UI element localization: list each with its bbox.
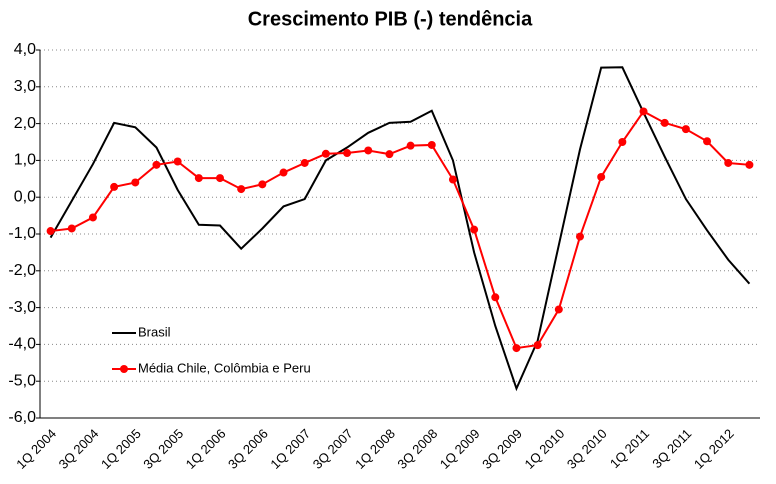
x-tick-label: 3Q 2010 xyxy=(564,426,610,472)
legend-label: Média Chile, Colômbia e Peru xyxy=(138,360,311,375)
point xyxy=(88,213,97,222)
x-tick-label: 3Q 2005 xyxy=(140,426,186,472)
x-tick-label: 1Q 2012 xyxy=(691,426,737,472)
y-tick-label: -3,0 xyxy=(8,299,36,316)
y-tick-label: 4,0 xyxy=(14,41,36,58)
y-tick-label: 0,0 xyxy=(14,188,36,205)
point xyxy=(237,185,246,194)
x-tick-label: 1Q 2008 xyxy=(352,426,398,472)
point xyxy=(681,125,690,134)
y-tick-label: 3,0 xyxy=(14,78,36,95)
point xyxy=(427,140,436,149)
x-tick-label: 1Q 2007 xyxy=(267,426,313,472)
point xyxy=(745,160,754,169)
chart-title: Crescimento PIB (-) tendência xyxy=(248,8,533,30)
point xyxy=(385,150,394,159)
point xyxy=(533,341,542,350)
series-line xyxy=(49,66,751,392)
x-tick-label: 1Q 2006 xyxy=(183,426,229,472)
x-tick-label: 3Q 2007 xyxy=(310,426,356,472)
point xyxy=(321,149,330,158)
x-tick-label: 1Q 2010 xyxy=(522,426,568,472)
point xyxy=(639,107,648,116)
legend-marker xyxy=(120,365,128,373)
y-tick-label: -4,0 xyxy=(8,336,36,353)
x-tick-label: 1Q 2005 xyxy=(98,426,144,472)
point xyxy=(364,146,373,155)
x-tick-label: 3Q 2004 xyxy=(56,426,102,472)
point xyxy=(448,175,457,184)
x-tick-label: 3Q 2011 xyxy=(649,426,694,471)
series-line xyxy=(50,110,750,350)
point xyxy=(258,180,267,189)
point xyxy=(597,172,606,181)
point xyxy=(470,225,479,234)
y-tick-label: -5,0 xyxy=(8,372,36,389)
point xyxy=(131,178,140,187)
point xyxy=(343,149,352,158)
x-tick-label: 3Q 2006 xyxy=(225,426,271,472)
x-tick-label: 3Q 2008 xyxy=(394,426,440,472)
point xyxy=(46,227,55,236)
x-tick-label: 1Q 2009 xyxy=(437,426,483,472)
point xyxy=(703,137,712,146)
point xyxy=(110,182,119,191)
point xyxy=(194,174,203,183)
point xyxy=(300,158,309,167)
y-tick-label: 1,0 xyxy=(14,152,36,169)
point xyxy=(512,344,521,353)
x-tick-label: 3Q 2009 xyxy=(479,426,525,472)
point xyxy=(216,174,224,183)
point xyxy=(491,293,500,302)
point xyxy=(724,158,733,167)
point xyxy=(618,138,627,146)
legend-label: Brasil xyxy=(138,324,171,339)
point xyxy=(67,224,76,233)
point xyxy=(406,141,415,150)
y-tick-label: -1,0 xyxy=(8,225,36,242)
point xyxy=(576,232,584,241)
point xyxy=(554,305,563,314)
point xyxy=(173,157,182,166)
y-tick-label: 2,0 xyxy=(14,115,36,132)
y-tick-label: -2,0 xyxy=(8,262,36,279)
point xyxy=(152,160,161,169)
point xyxy=(660,118,669,127)
y-tick-label: -6,0 xyxy=(8,409,36,426)
point xyxy=(279,168,288,177)
x-tick-label: 1Q 2011 xyxy=(607,426,652,471)
x-tick-label: 1Q 2004 xyxy=(13,426,59,472)
